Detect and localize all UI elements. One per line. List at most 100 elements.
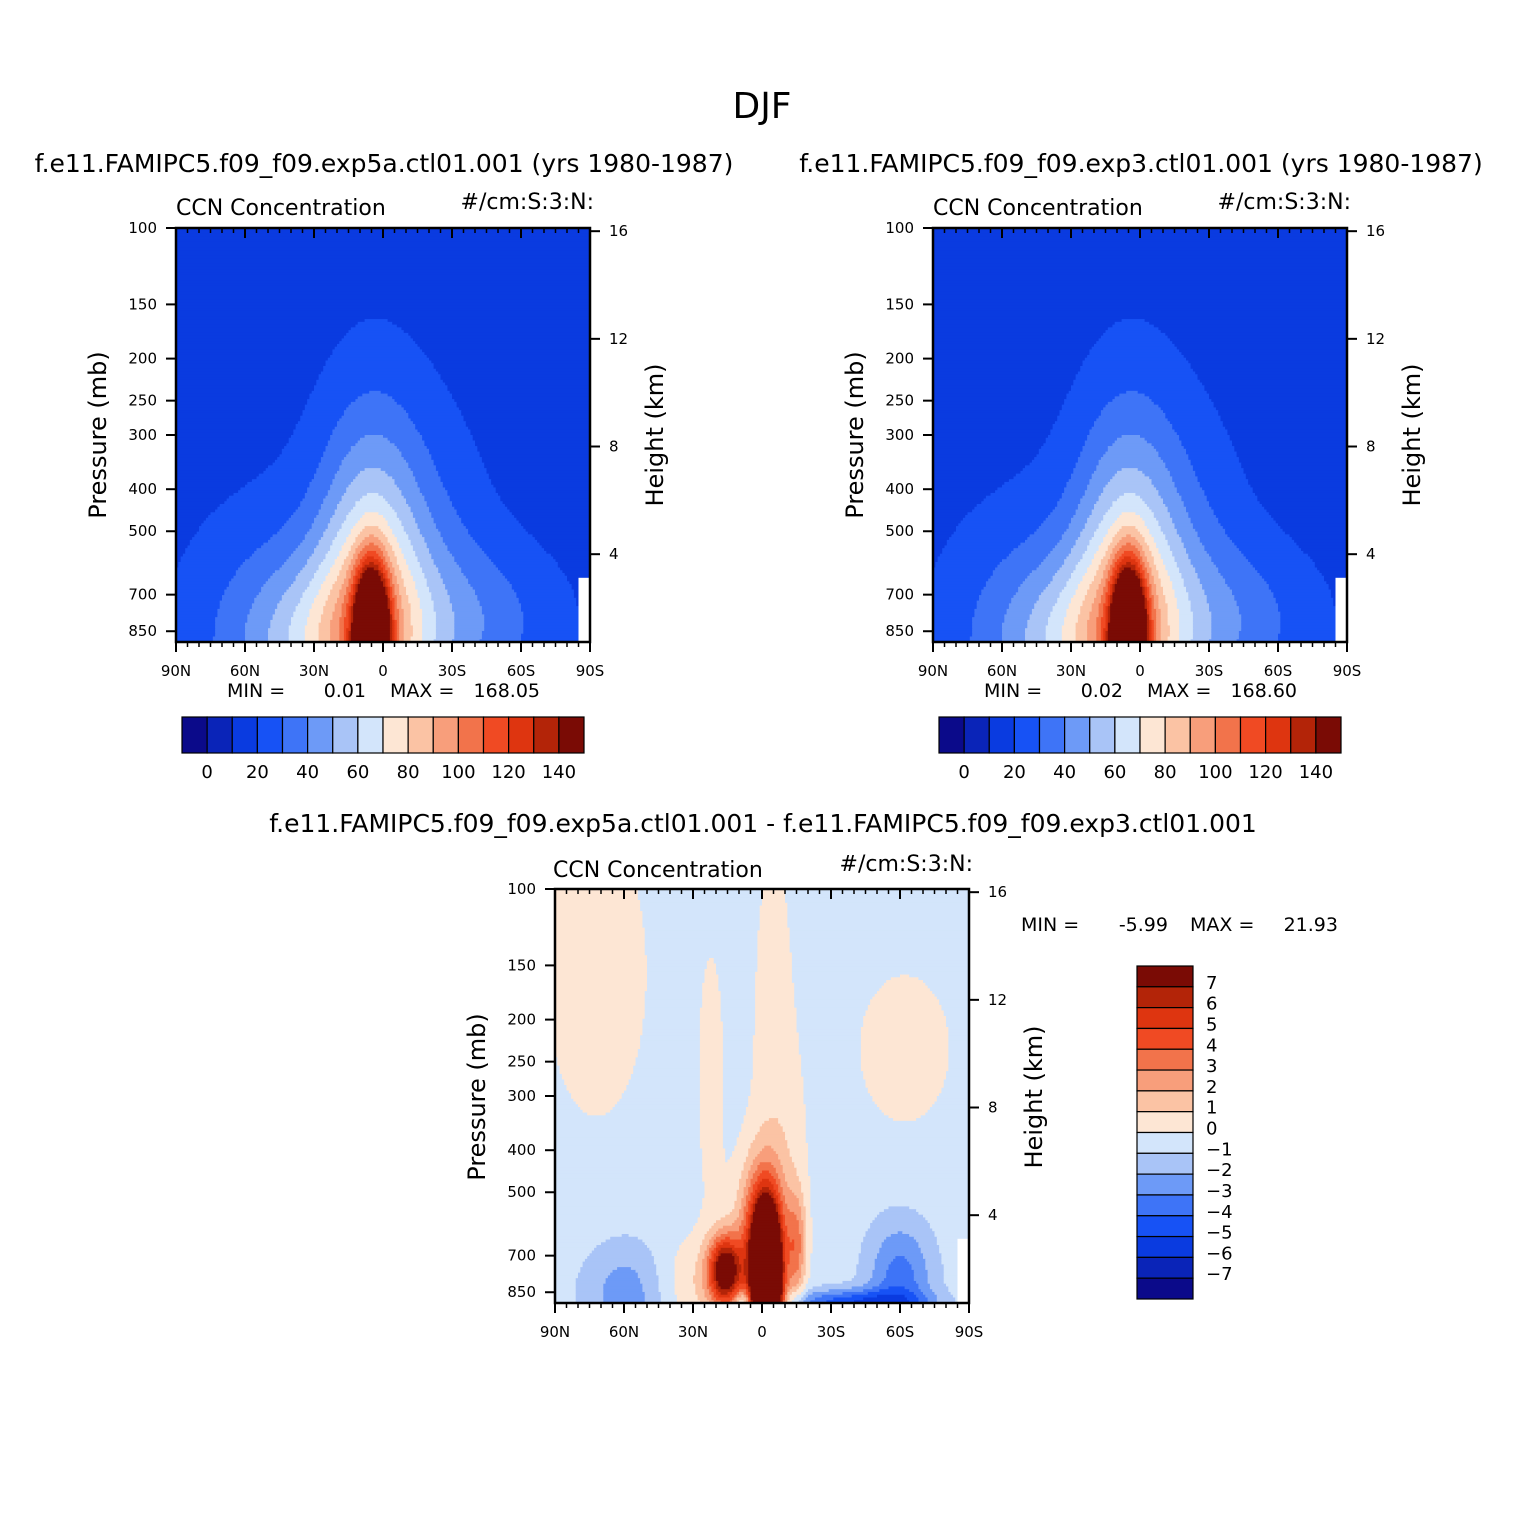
panel-title: f.e11.FAMIPC5.f09_f09.exp5a.ctl01.001 (y… — [35, 149, 734, 178]
contour-cell — [787, 911, 969, 915]
contour-cell — [1121, 319, 1146, 323]
contour-cell — [387, 520, 402, 524]
contour-cell — [555, 1062, 558, 1067]
contour-cell — [785, 1269, 788, 1274]
contour-cell — [575, 1278, 607, 1282]
contour-cell — [934, 1231, 969, 1235]
contour-cell — [720, 1239, 745, 1243]
contour-cell — [706, 1245, 712, 1249]
contour-cell — [709, 1280, 712, 1285]
contour-cell — [736, 1142, 752, 1147]
contour-cell — [759, 1181, 772, 1185]
contour-cell — [1080, 534, 1095, 538]
contour-cell — [805, 1269, 811, 1274]
contour-cell — [435, 617, 455, 621]
contour-cell — [1082, 448, 1109, 453]
contour-cell — [385, 545, 393, 549]
contour-cell — [394, 628, 398, 632]
contour-cell — [477, 448, 590, 453]
contour-cell — [699, 1214, 726, 1219]
contour-cell — [1146, 617, 1150, 621]
contour-cell — [948, 1049, 969, 1053]
contour-cell — [1098, 526, 1111, 530]
contour-cell — [1105, 404, 1159, 408]
contour-cell — [176, 542, 191, 546]
contour-cell — [736, 1267, 742, 1271]
contour-cell — [872, 996, 938, 1000]
contour-cell — [722, 1049, 754, 1053]
contour-cell — [355, 539, 363, 544]
contour-cell — [720, 1217, 738, 1221]
contour-cell — [320, 617, 333, 621]
contour-cell — [933, 324, 1113, 328]
contour-cell — [920, 1115, 969, 1119]
contour-cell — [555, 1203, 703, 1207]
contour-cell — [281, 448, 327, 453]
contour-cell — [752, 1217, 779, 1221]
contour-cell — [810, 1267, 857, 1271]
contour-cell — [1103, 614, 1107, 618]
contour-cell — [674, 1291, 696, 1296]
contour-cell — [927, 1269, 945, 1274]
contour-cell — [477, 595, 517, 599]
contour-cell — [176, 252, 590, 257]
contour-cell — [176, 269, 590, 273]
contour-cell — [933, 440, 1047, 444]
contour-cell — [226, 586, 262, 591]
contour-cell — [642, 911, 761, 915]
contour-cell — [745, 1294, 749, 1299]
contour-cell — [1241, 622, 1281, 627]
contour-cell — [780, 1239, 784, 1243]
contour-cell — [948, 1051, 969, 1056]
contour-cell — [355, 537, 366, 541]
contour-cell — [1048, 622, 1065, 627]
contour-cell — [699, 1129, 724, 1133]
contour-cell — [1140, 559, 1143, 563]
contour-cell — [1149, 531, 1164, 535]
contour-cell — [716, 1269, 738, 1274]
contour-cell — [713, 1286, 717, 1290]
contour-cell — [920, 1247, 940, 1252]
contour-cell — [1103, 608, 1107, 613]
contour-cell — [419, 432, 471, 436]
colorbar-swatch — [231, 716, 258, 754]
contour-cell — [546, 550, 590, 555]
contour-cell — [422, 617, 437, 621]
contour-cell — [318, 589, 331, 593]
contour-cell — [314, 517, 331, 522]
contour-cell — [392, 622, 396, 627]
contour-cell — [406, 586, 416, 591]
contour-cell — [468, 528, 527, 533]
contour-cell — [555, 1107, 581, 1111]
contour-cell — [176, 619, 216, 624]
contour-cell — [1163, 561, 1178, 566]
contour-cell — [1165, 597, 1178, 602]
contour-cell — [1156, 611, 1162, 615]
contour-cell — [442, 481, 492, 486]
contour-cell — [785, 1231, 788, 1235]
contour-cell — [555, 1225, 694, 1230]
contour-cell — [263, 470, 317, 475]
contour-cell — [867, 1280, 883, 1285]
contour-cell — [412, 421, 467, 425]
contour-cell — [927, 1109, 969, 1114]
contour-cell — [1064, 617, 1079, 621]
contour-cell — [748, 1242, 784, 1246]
contour-cell — [327, 443, 356, 447]
contour-cell — [1064, 531, 1081, 535]
contour-cell — [392, 606, 396, 610]
contour-cell — [706, 1258, 710, 1263]
contour-cell — [803, 1242, 807, 1246]
contour-cell — [355, 584, 359, 588]
contour-cell — [325, 603, 336, 607]
contour-cell — [1144, 550, 1153, 555]
contour-cell — [1160, 407, 1217, 411]
contour-cell — [1167, 509, 1187, 513]
contour-cell — [553, 556, 590, 560]
contour-cell — [392, 617, 396, 621]
contour-cell — [307, 619, 322, 624]
contour-cell — [1179, 349, 1347, 353]
contour-cell — [644, 946, 758, 951]
contour-cell — [364, 564, 379, 569]
contour-cell — [1183, 581, 1201, 585]
